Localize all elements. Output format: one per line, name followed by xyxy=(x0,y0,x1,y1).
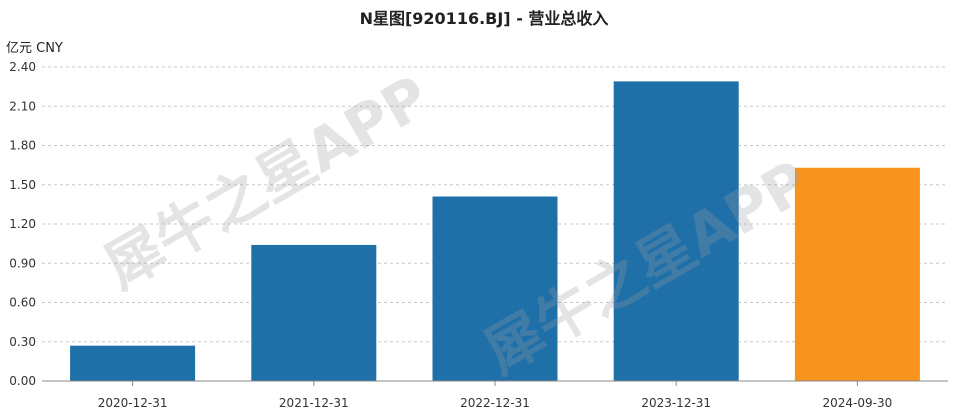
y-tick-label: 1.20 xyxy=(9,217,36,231)
bars xyxy=(70,81,920,382)
y-axis-unit-label: 亿元 CNY xyxy=(6,41,63,56)
y-tick-label: 0.90 xyxy=(9,256,36,270)
x-tick-label: 2024-09-30 xyxy=(823,396,893,410)
bar-2023-12-31[interactable] xyxy=(613,81,739,382)
bar-2024-09-30[interactable] xyxy=(794,167,920,381)
x-axis-ticks: 2020-12-31 2021-12-31 2022-12-31 2023-12-31… xyxy=(98,381,893,410)
y-axis-ticks: 0.00 0.30 0.60 0.90 1.20 1.50 1.80 2.10 2.40 xyxy=(9,60,36,388)
y-tick-label: 0.30 xyxy=(9,335,36,349)
chart-title: N星图[920116.BJ] - 营业总收入 xyxy=(360,9,609,28)
y-tick-label: 0.00 xyxy=(9,374,36,388)
x-tick-label: 2023-12-31 xyxy=(641,396,711,410)
bar-2022-12-31[interactable] xyxy=(432,196,558,381)
x-tick-label: 2022-12-31 xyxy=(460,396,530,410)
x-tick-label: 2021-12-31 xyxy=(279,396,349,410)
y-tick-label: 1.80 xyxy=(9,139,36,153)
y-tick-label: 0.60 xyxy=(9,296,36,310)
y-tick-label: 2.40 xyxy=(9,60,36,74)
y-tick-label: 2.10 xyxy=(9,99,36,113)
y-tick-label: 1.50 xyxy=(9,178,36,192)
bar-2020-12-31[interactable] xyxy=(70,345,196,381)
x-tick-label: 2020-12-31 xyxy=(98,396,168,410)
bar-2021-12-31[interactable] xyxy=(251,244,377,381)
